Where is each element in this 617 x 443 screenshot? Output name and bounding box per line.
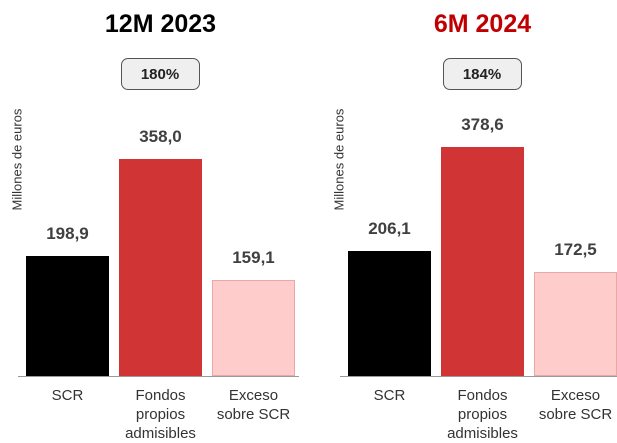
category-label: Exceso sobre SCR: [538, 387, 613, 423]
y-axis-label: Millones de euros: [331, 108, 347, 211]
category-label: Fondos propios admisibles: [447, 387, 518, 442]
ratio-badge: 180%: [120, 58, 200, 90]
value-label: 159,1: [232, 247, 275, 267]
category-label: Exceso sobre SCR: [216, 387, 291, 423]
bar: [119, 159, 202, 376]
category-label: SCR: [373, 387, 406, 404]
chart-title: 6M 2024: [433, 10, 532, 38]
bar: [348, 251, 431, 376]
value-label: 198,9: [46, 223, 89, 243]
value-label: 358,0: [139, 127, 182, 147]
chart-title: 12M 2023: [104, 10, 217, 38]
bar: [441, 146, 524, 376]
y-axis-label: Millones de euros: [9, 108, 25, 211]
value-label: 172,5: [554, 239, 597, 259]
category-label: Fondos propios admisibles: [125, 387, 196, 442]
bar: [212, 279, 295, 376]
ratio-badge: 184%: [442, 58, 522, 90]
baseline: [340, 376, 617, 377]
value-label: 206,1: [368, 219, 411, 239]
category-label: SCR: [51, 387, 84, 404]
bar: [26, 255, 109, 376]
bar: [534, 271, 617, 376]
baseline: [18, 376, 299, 377]
value-label: 378,6: [461, 114, 504, 134]
